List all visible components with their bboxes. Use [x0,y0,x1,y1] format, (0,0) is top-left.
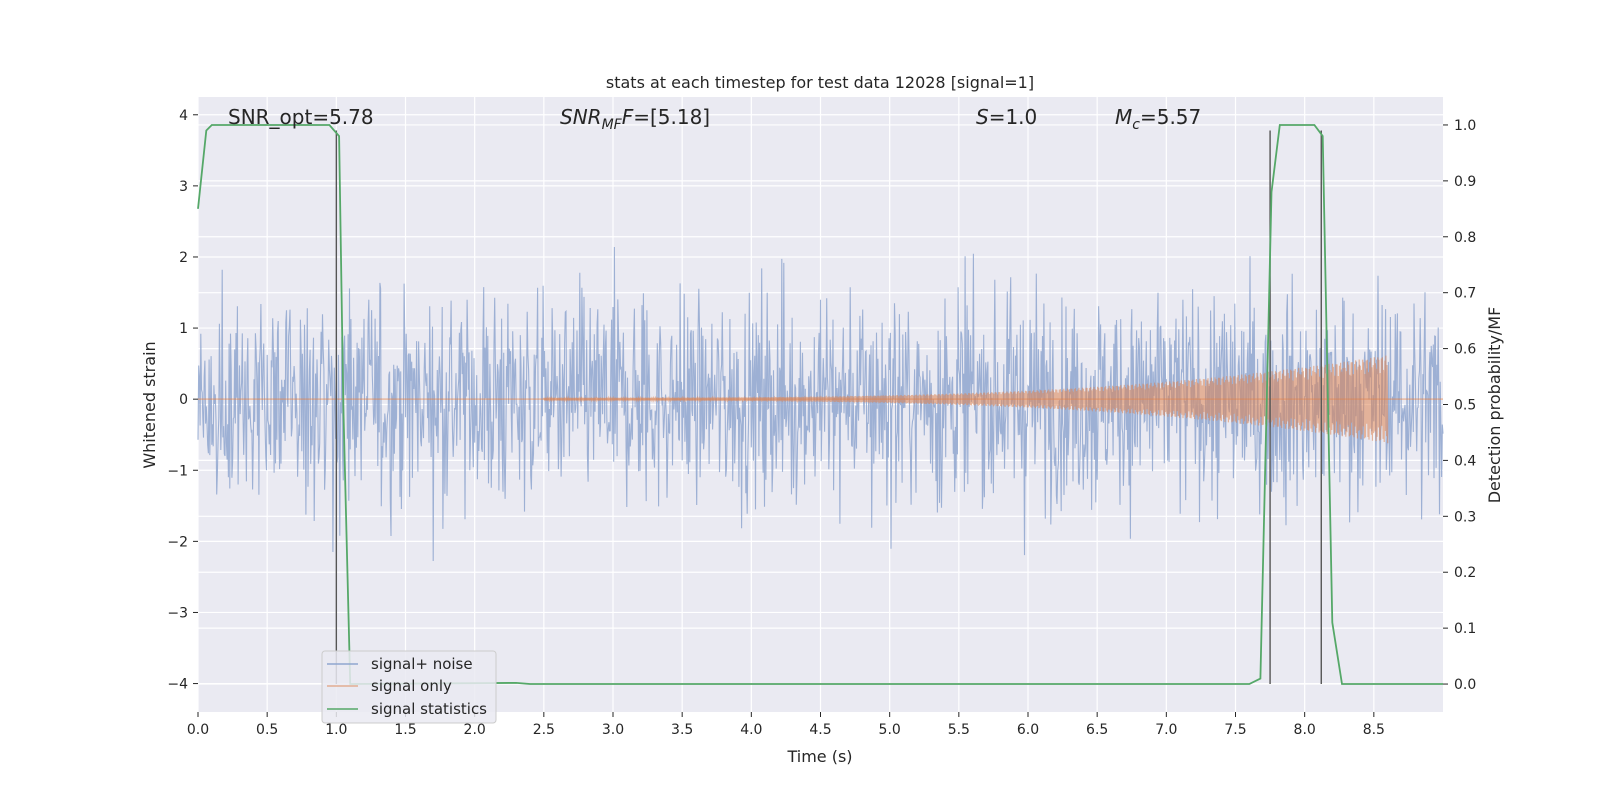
x-tick-label: 1.5 [394,722,416,738]
legend-label-signal-noise: signal+ noise [371,655,473,673]
signal-statistics-series [197,124,1443,685]
annotation-s: S=1.0 [976,105,1037,129]
y-axis-label: Whitened strain [140,341,159,468]
annotation-snr-opt: SNR_opt=5.78 [228,105,374,129]
y-right-tick-label: 0.2 [1454,565,1476,581]
x-tick-label: 0.0 [187,722,209,738]
legend-box [321,650,497,724]
x-tick-label: 6.5 [1086,722,1108,738]
x-tick-label: 8.5 [1363,722,1385,738]
signal-only-chirp [543,355,1389,444]
y-tick-label: 3 [179,179,188,195]
annotation-mc: Mc=5.57 [1115,105,1201,133]
y-tick-label: 4 [179,108,188,124]
x-tick-label: 7.0 [1155,722,1177,738]
y-tick-label: 1 [179,321,188,337]
y-tick-label: −2 [167,534,188,550]
x-axis-label: Time (s) [786,747,852,766]
y-right-tick-label: 1.0 [1454,118,1476,134]
x-tick-label: 5.0 [879,722,901,738]
y-right-tick-label: 0.1 [1454,621,1476,637]
x-tick-label: 2.0 [464,722,486,738]
y-tick-label: −1 [167,463,188,479]
y-right-tick-label: 0.6 [1454,342,1476,358]
legend-label-signal-only: signal only [371,677,452,695]
y-right-tick-label: 0.3 [1454,509,1476,525]
y-axis-right-label: Detection probability/MF [1485,307,1504,504]
x-tick-label: 4.5 [809,722,831,738]
y-right-tick-label: 0.0 [1454,677,1476,693]
y-tick-label: −3 [167,605,188,621]
y-right-tick-label: 0.7 [1454,286,1476,302]
x-tick-label: 3.0 [602,722,624,738]
x-tick-label: 7.5 [1224,722,1246,738]
signal-statistics-line [197,124,1443,685]
y-right-tick-label: 0.8 [1454,230,1476,246]
y-right-tick-label: 0.4 [1454,453,1476,469]
x-tick-label: 6.0 [1017,722,1039,738]
axis-ticks: 0.0 0.5 1.0 1.5 2.0 2.5 3.0 3.5 4.0 4.5 5.0 5.5 6.0 6… [167,108,1476,738]
x-tick-label: 0.5 [256,722,278,738]
y-tick-label: 2 [179,250,188,266]
chart-title: stats at each timestep for test data 120… [606,73,1034,92]
x-tick-label: 3.5 [671,722,693,738]
y-right-tick-label: 0.5 [1454,398,1476,414]
y-tick-label: −4 [167,677,188,693]
x-tick-label: 4.0 [740,722,762,738]
annotation-snr-mf: SNRMFF=[5.18] [560,105,710,133]
legend-label-signal-statistics: signal statistics [371,700,487,718]
y-tick-label: 0 [179,392,188,408]
x-tick-label: 5.5 [948,722,970,738]
x-tick-label: 8.0 [1294,722,1316,738]
x-tick-label: 2.5 [533,722,555,738]
y-right-tick-label: 0.9 [1454,174,1476,190]
x-tick-label: 1.0 [325,722,347,738]
signal-only-series [198,355,1443,444]
legend: signal+ noise signal only signal statist… [321,650,497,724]
